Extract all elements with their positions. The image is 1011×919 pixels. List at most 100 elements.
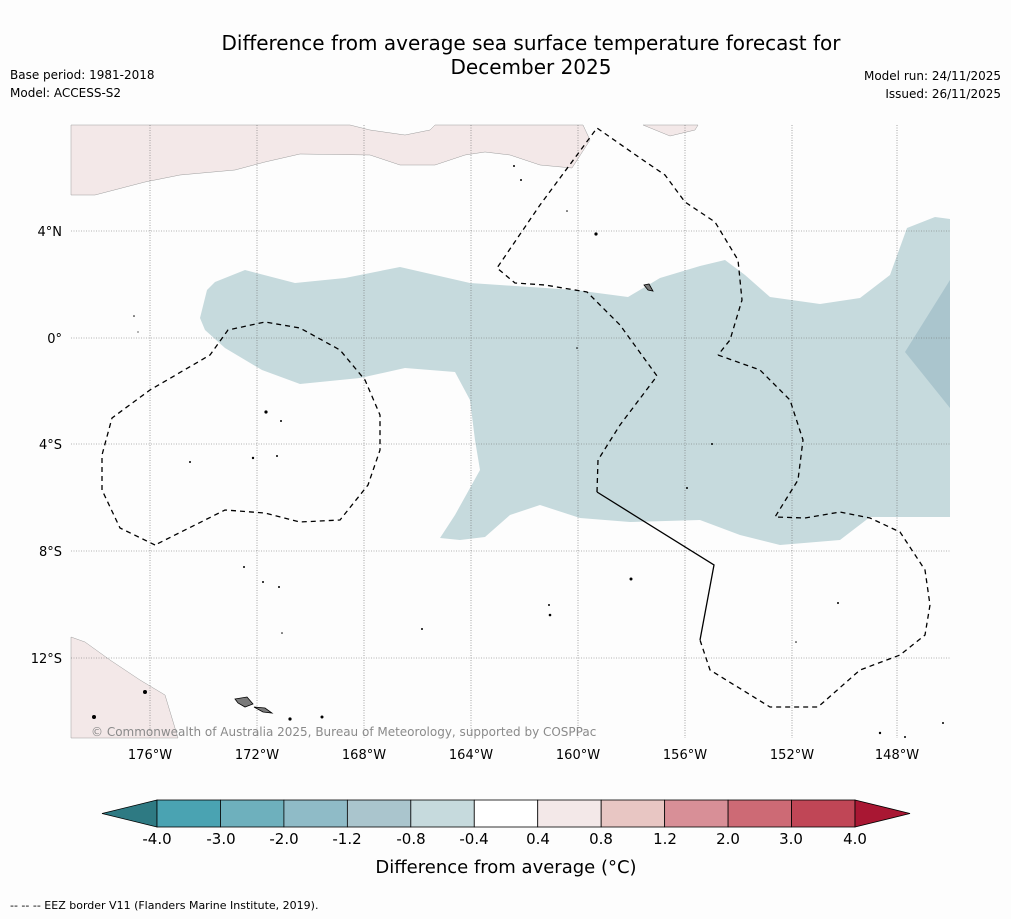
colorbar-tick: 3.0: [779, 830, 803, 848]
anomaly-region-cool: [200, 217, 950, 545]
map-title: Difference from average sea surface temp…: [0, 31, 1011, 79]
island: [137, 331, 139, 333]
colorbar-tick: -2.0: [269, 830, 298, 848]
colorbar-cell: [283, 799, 348, 828]
lat-label: 12°S: [31, 652, 62, 667]
island: [421, 628, 423, 630]
island: [686, 487, 688, 489]
island: [520, 179, 522, 181]
island: [189, 461, 191, 463]
lon-label: 148°W: [875, 748, 919, 763]
model-run: Model run: 24/11/2025: [863, 69, 1001, 83]
island: [280, 420, 282, 422]
lat-label: 4°S: [39, 438, 62, 453]
colorbar-cell: [664, 799, 729, 828]
metadata-left: Base period: 1981-2018 Model: ACCESS-S2: [10, 66, 155, 102]
lat-axis-labels: 4°N 0° 4°S 8°S 12°S: [31, 225, 62, 667]
colorbar-tick: -4.0: [142, 830, 171, 848]
island: [281, 632, 283, 634]
map-panel: © Commonwealth of Australia 2025, Bureau…: [70, 124, 950, 739]
colorbar-cell: [600, 799, 666, 828]
colorbar-extend-high: [854, 799, 911, 828]
colorbar-extend-low: [101, 799, 158, 828]
colorbar-cell: [473, 799, 539, 828]
eez-border-solid: [596, 491, 715, 641]
island: [143, 690, 147, 694]
island: [878, 731, 882, 735]
lat-label: 4°N: [38, 225, 63, 240]
anomaly-region-warm-sw: [70, 636, 179, 739]
colorbar-label: Difference from average (°C): [375, 857, 636, 878]
colorbar-tick: 0.4: [526, 830, 550, 848]
island: [264, 410, 268, 414]
anomaly-region-warm-ne: [642, 124, 699, 137]
island: [629, 577, 633, 581]
lat-label: 0°: [47, 332, 62, 347]
lon-label: 160°W: [556, 748, 600, 763]
copyright-notice: © Commonwealth of Australia 2025, Bureau…: [91, 725, 596, 739]
anomaly-region-warm-north: [70, 124, 591, 196]
colorbar-tick: -1.2: [332, 830, 361, 848]
island: [942, 722, 944, 724]
islands: [92, 165, 944, 738]
colorbar-cell: [220, 799, 285, 828]
issued-date: Issued: 26/11/2025: [885, 87, 1001, 101]
island: [278, 586, 280, 588]
model-name: Model: ACCESS-S2: [10, 86, 122, 100]
colorbar-tick: 0.8: [589, 830, 613, 848]
island: [576, 347, 578, 349]
lon-label: 176°W: [128, 748, 172, 763]
eez-border-segment: [596, 491, 715, 641]
colorbar-legend: -4.0 -3.0 -2.0 -1.2 -0.8 -0.4 0.4 0.8 1.…: [101, 799, 911, 878]
island: [243, 566, 245, 568]
island-samoa-large: [234, 696, 254, 708]
anomaly-region-cool-strong: [905, 280, 950, 408]
island: [711, 443, 713, 445]
colorbar-cell: [410, 799, 475, 828]
lat-label: 8°S: [39, 545, 62, 560]
colorbar-cell: [346, 799, 412, 828]
island: [548, 604, 550, 606]
lon-label: 164°W: [449, 748, 493, 763]
island: [837, 602, 839, 604]
island: [904, 736, 906, 738]
island: [320, 715, 324, 719]
island: [594, 232, 598, 236]
island: [92, 715, 96, 719]
gridlines: [71, 125, 950, 738]
island: [795, 641, 797, 643]
eez-footnote: -- -- -- EEZ border V11 (Flanders Marine…: [10, 899, 319, 912]
title-line-1: Difference from average sea surface temp…: [221, 31, 841, 55]
lon-axis-labels: 176°W 172°W 168°W 164°W 160°W 156°W 152°…: [128, 748, 919, 763]
colorbar-tick: 1.2: [653, 830, 677, 848]
lon-label: 168°W: [342, 748, 386, 763]
lon-label: 152°W: [770, 748, 814, 763]
colorbar-tick-labels: -4.0 -3.0 -2.0 -1.2 -0.8 -0.4 0.4 0.8 1.…: [142, 830, 867, 848]
eez-border-central: [496, 127, 743, 493]
island: [548, 613, 552, 617]
lon-label: 172°W: [235, 748, 279, 763]
colorbar-cell: [156, 799, 221, 828]
eez-border-east: [699, 354, 931, 708]
island: [133, 315, 135, 317]
colorbar-tick: 4.0: [843, 830, 867, 848]
island: [288, 717, 292, 721]
colorbar-tick: -0.8: [396, 830, 425, 848]
base-period: Base period: 1981-2018: [10, 68, 155, 82]
colorbar-tick: 2.0: [716, 830, 740, 848]
colorbar-tick: -3.0: [206, 830, 235, 848]
island-kiribati: [643, 283, 654, 292]
title-line-2: December 2025: [450, 55, 612, 79]
colorbar-cells: [101, 799, 911, 828]
island: [513, 165, 515, 167]
island: [262, 581, 264, 583]
eez-borders: [101, 127, 931, 708]
island: [276, 455, 278, 457]
island: [566, 210, 568, 212]
eez-border-west: [101, 321, 381, 546]
colorbar-cell: [537, 799, 602, 828]
metadata-right: Model run: 24/11/2025 Issued: 26/11/2025: [864, 67, 1001, 103]
colorbar-tick: -0.4: [459, 830, 488, 848]
island-samoa-small: [253, 706, 274, 714]
